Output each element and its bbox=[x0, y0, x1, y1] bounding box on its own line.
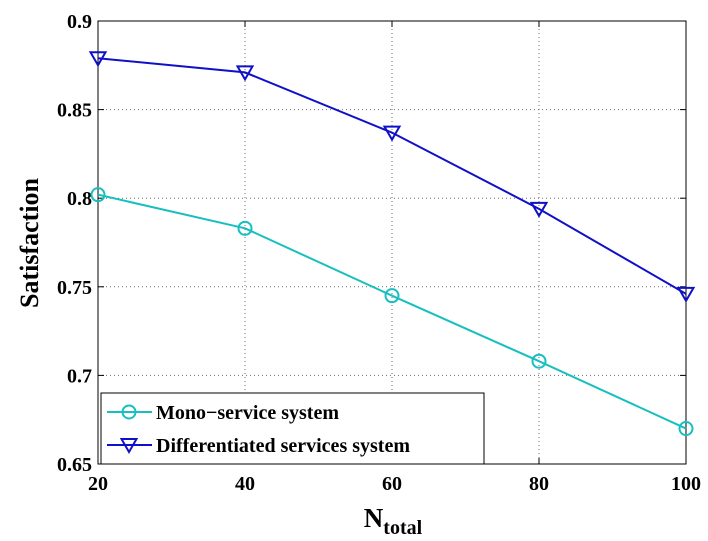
legend-label: Mono−service system bbox=[156, 402, 339, 424]
series-1-point bbox=[90, 187, 106, 203]
series-2-point bbox=[235, 65, 255, 82]
x-axis-label-subscript: total bbox=[383, 517, 422, 539]
y-tick-label: 0.75 bbox=[57, 277, 92, 299]
series-2-line bbox=[97, 57, 687, 295]
y-tick-label: 0.65 bbox=[57, 454, 92, 476]
series-2 bbox=[88, 51, 696, 303]
y-tick-labels: 0.65 0.7 0.75 0.8 0.85 0.9 bbox=[57, 11, 92, 476]
x-axis-label-main: N bbox=[364, 503, 384, 533]
y-axis-label: Satisfaction bbox=[15, 177, 44, 308]
legend-entry-2: Differentiated services system bbox=[107, 435, 410, 457]
x-tick-label: 60 bbox=[382, 473, 402, 495]
series-layer bbox=[88, 51, 696, 437]
x-tick-label: 100 bbox=[671, 473, 701, 495]
x-tick-label: 80 bbox=[529, 473, 549, 495]
legend: Mono−service system Differentiated servic… bbox=[100, 392, 485, 465]
series-1-point bbox=[237, 220, 253, 236]
legend-label: Differentiated services system bbox=[156, 435, 410, 457]
y-tick-label: 0.85 bbox=[57, 100, 92, 122]
legend-entry-1: Mono−service system bbox=[107, 402, 339, 424]
y-tick-label: 0.8 bbox=[67, 188, 92, 210]
legend-box bbox=[100, 392, 485, 465]
series-1-point bbox=[531, 353, 547, 369]
series-1 bbox=[90, 187, 694, 437]
legend-swatch-marker bbox=[119, 438, 139, 455]
x-tick-label: 20 bbox=[88, 473, 108, 495]
legend-swatch-marker bbox=[121, 404, 137, 420]
axis-ticks bbox=[97, 20, 687, 465]
y-tick-label: 0.9 bbox=[67, 11, 92, 33]
series-2-point bbox=[382, 125, 402, 142]
series-2-point bbox=[529, 201, 549, 218]
x-tick-labels: 20 40 60 80 100 bbox=[88, 473, 701, 495]
series-2-point bbox=[88, 51, 108, 68]
x-tick-label: 40 bbox=[235, 473, 255, 495]
series-1-line bbox=[97, 193, 687, 430]
series-1-point bbox=[384, 288, 400, 304]
x-axis-label: Ntotal bbox=[364, 503, 423, 539]
series-2-point bbox=[676, 286, 696, 303]
y-tick-label: 0.7 bbox=[67, 365, 92, 387]
series-1-point bbox=[678, 421, 694, 437]
